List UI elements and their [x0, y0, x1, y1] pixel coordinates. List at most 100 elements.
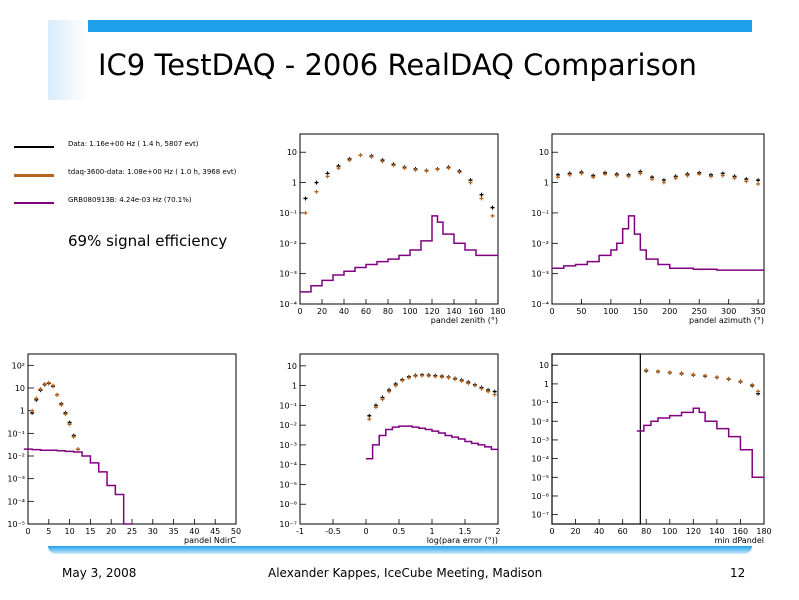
- plot-frame: [27, 353, 237, 525]
- x-tick-label: 120: [424, 307, 439, 316]
- x-tick-label: 80: [641, 527, 651, 536]
- chart-zenith: 0 20 40 60 80 100 120 140 160 180 10 1 10⁻¹ 10⁻² 10⁻³ 1…: [279, 133, 506, 325]
- legend-item-tdaq: tdaq-3600-data: 1.08e+00 Hz ( 1.0 h, 396…: [14, 168, 274, 182]
- y-tick-label: 10⁻⁶: [279, 500, 297, 509]
- y-tick-label: 10²: [12, 361, 25, 370]
- chart-mindpandel: 0 20 40 60 80 100 120 140 160 180 10 1 10⁻¹ 10⁻² 10⁻³ 1…: [531, 353, 772, 545]
- y-tick-label: 10⁻²: [531, 417, 549, 426]
- y-tick-label: 10⁻⁴: [279, 300, 297, 309]
- y-tick-label: 10⁻⁴: [531, 455, 549, 464]
- y-tick-label: 10⁻¹: [7, 429, 25, 438]
- plot-frame: [299, 353, 499, 525]
- y-tick-label: 1: [292, 382, 297, 391]
- signal-series-line: [366, 425, 498, 460]
- y-tick-label: 10⁻³: [531, 270, 549, 279]
- plot-frame: [551, 133, 765, 305]
- slide-title: IC9 TestDAQ - 2006 RealDAQ Comparison: [98, 48, 697, 82]
- legend-swatch-data: [14, 146, 54, 148]
- footer-page-number: 12: [730, 566, 746, 580]
- x-tick-label: 40: [594, 527, 604, 536]
- x-tick-label: -0.5: [325, 527, 341, 536]
- x-tick-label: 100: [402, 307, 417, 316]
- signal-series-line: [552, 215, 764, 271]
- legend-item-signal: GRB080913B: 4.24e-03 Hz (70.1%): [14, 196, 274, 210]
- y-tick-label: 10⁻⁵: [531, 473, 549, 482]
- y-tick-label: 10⁻²: [279, 239, 297, 248]
- y-tick-label: 10⁻³: [531, 436, 549, 445]
- x-tick-label: 140: [709, 527, 724, 536]
- top-accent-bar: [48, 20, 752, 32]
- efficiency-note: 69% signal efficiency: [68, 232, 228, 250]
- y-tick-label: 10⁻⁷: [279, 520, 297, 529]
- y-tick-label: 10⁻²: [531, 239, 549, 248]
- x-tick-label: 120: [686, 527, 701, 536]
- x-tick-label: 80: [383, 307, 393, 316]
- y-tick-label: 1: [20, 407, 25, 416]
- footer-date: May 3, 2008: [62, 566, 137, 580]
- y-tick-label: 10: [539, 148, 549, 157]
- y-tick-label: 1: [544, 179, 549, 188]
- x-axis-label: log(para error (°)): [427, 536, 498, 545]
- x-tick-label: 180: [490, 307, 505, 316]
- x-tick-label: 60: [361, 307, 371, 316]
- x-tick-label: 2: [495, 527, 500, 536]
- x-axis-label: pandel NdirC: [184, 536, 236, 545]
- plot-frame: [299, 133, 499, 305]
- x-tick-label: 5: [46, 527, 51, 536]
- legend-swatch-tdaq: [14, 174, 54, 177]
- legend-label-tdaq: tdaq-3600-data: 1.08e+00 Hz ( 1.0 h, 396…: [68, 168, 237, 176]
- x-tick-label: 40: [339, 307, 349, 316]
- x-tick-label: 180: [756, 527, 771, 536]
- legend-item-data: Data: 1.16e+00 Hz ( 1.4 h, 5807 evt): [14, 140, 274, 154]
- cut-box: [551, 353, 641, 525]
- signal-series-line: [636, 407, 764, 479]
- x-tick-label: 0: [25, 527, 30, 536]
- y-tick-label: 10⁻⁴: [531, 300, 549, 309]
- x-tick-label: 20: [317, 307, 327, 316]
- legend-label-signal: GRB080913B: 4.24e-03 Hz (70.1%): [68, 196, 192, 204]
- y-tick-label: 10⁻⁷: [531, 511, 549, 520]
- x-tick-label: 300: [721, 307, 736, 316]
- x-tick-label: 0: [297, 307, 302, 316]
- y-tick-label: 10⁻³: [279, 270, 297, 279]
- x-tick-label: -1: [296, 527, 304, 536]
- x-axis-label: pandel zenith (°): [431, 316, 498, 325]
- x-tick-label: 100: [662, 527, 677, 536]
- x-tick-label: 1: [429, 527, 434, 536]
- y-tick-label: 10⁻⁴: [279, 461, 297, 470]
- x-tick-label: 160: [733, 527, 748, 536]
- x-axis-label: min dPandel: [715, 536, 764, 545]
- x-tick-label: 15: [85, 527, 95, 536]
- x-tick-label: 35: [169, 527, 179, 536]
- x-tick-label: 45: [210, 527, 220, 536]
- x-tick-label: 10: [65, 527, 75, 536]
- y-tick-label: 10⁻⁴: [7, 497, 25, 506]
- y-tick-label: 10: [287, 148, 297, 157]
- chart-azimuth: 0 50 100 150 200 250 300 350 10 1 10⁻¹ 10⁻² 10⁻³ 10⁻⁴…: [531, 133, 766, 325]
- x-tick-label: 200: [662, 307, 677, 316]
- x-tick-label: 20: [106, 527, 116, 536]
- y-tick-label: 10⁻²: [7, 452, 25, 461]
- legend-label-data: Data: 1.16e+00 Hz ( 1.4 h, 5807 evt): [68, 140, 199, 148]
- x-tick-label: 100: [603, 307, 618, 316]
- y-tick-label: 10⁻⁶: [531, 492, 549, 501]
- x-tick-label: 0.5: [393, 527, 406, 536]
- y-tick-label: 1: [292, 179, 297, 188]
- x-tick-label: 30: [148, 527, 158, 536]
- y-tick-label: 10⁻¹: [531, 399, 549, 408]
- x-tick-label: 50: [231, 527, 241, 536]
- x-tick-label: 250: [692, 307, 707, 316]
- legend-swatch-signal: [14, 202, 54, 204]
- footer-author: Alexander Kappes, IceCube Meeting, Madis…: [268, 566, 543, 580]
- y-tick-label: 10⁻³: [7, 475, 25, 484]
- x-tick-label: 1.5: [459, 527, 472, 536]
- y-tick-label: 10: [15, 384, 25, 393]
- x-tick-label: 20: [570, 527, 580, 536]
- plot-frame: [551, 353, 765, 525]
- x-tick-label: 0: [549, 527, 554, 536]
- y-tick-label: 10: [539, 361, 549, 370]
- x-tick-label: 40: [189, 527, 199, 536]
- x-tick-label: 140: [446, 307, 461, 316]
- y-tick-label: 1: [544, 380, 549, 389]
- x-tick-label: 0: [363, 527, 368, 536]
